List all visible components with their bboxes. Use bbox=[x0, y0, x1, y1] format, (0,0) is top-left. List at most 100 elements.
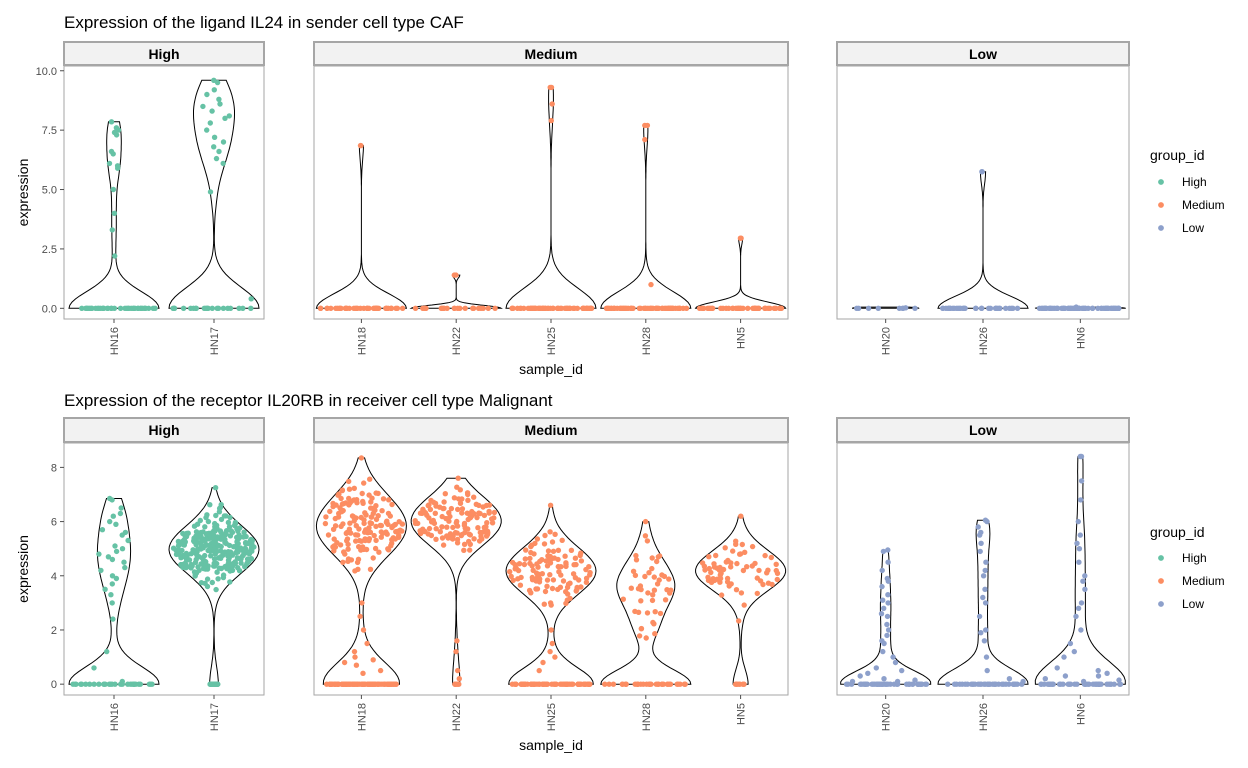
data-point bbox=[340, 501, 346, 507]
data-point bbox=[706, 565, 712, 572]
data-point bbox=[1074, 681, 1080, 687]
data-point bbox=[117, 510, 124, 517]
data-point bbox=[620, 596, 626, 602]
data-point bbox=[1104, 670, 1110, 676]
data-point bbox=[645, 590, 651, 596]
data-point bbox=[1042, 676, 1049, 682]
x-tick-label: HN6 bbox=[1075, 703, 1087, 725]
data-point bbox=[683, 305, 690, 311]
data-point bbox=[1075, 605, 1082, 611]
data-point bbox=[1095, 673, 1102, 679]
data-point bbox=[531, 305, 537, 311]
data-point bbox=[204, 576, 211, 582]
data-point bbox=[999, 681, 1005, 687]
data-point bbox=[234, 526, 240, 532]
data-point bbox=[322, 520, 329, 527]
data-point bbox=[444, 533, 450, 539]
data-point bbox=[337, 542, 344, 548]
data-point bbox=[383, 305, 389, 311]
data-point bbox=[109, 581, 116, 587]
data-point bbox=[345, 546, 351, 552]
data-point bbox=[359, 600, 365, 606]
data-point bbox=[738, 235, 744, 241]
data-point bbox=[477, 510, 483, 517]
data-point bbox=[1010, 681, 1017, 687]
data-point bbox=[479, 536, 485, 542]
data-point bbox=[361, 681, 368, 687]
chart-title: Expression of the receptor IL20RB in rec… bbox=[64, 391, 553, 410]
data-point bbox=[740, 567, 747, 574]
data-point bbox=[1038, 681, 1045, 687]
data-point bbox=[993, 305, 999, 311]
data-point bbox=[215, 555, 222, 561]
legend-label-medium: Medium bbox=[1182, 574, 1225, 588]
data-point bbox=[209, 108, 215, 114]
data-point bbox=[109, 227, 116, 233]
data-point bbox=[217, 101, 223, 107]
data-point bbox=[175, 547, 182, 553]
data-point bbox=[353, 523, 359, 529]
data-point bbox=[647, 305, 653, 311]
data-point bbox=[458, 532, 464, 539]
violin-HN17: HN17 bbox=[168, 485, 260, 731]
data-point bbox=[733, 541, 739, 547]
data-point bbox=[117, 305, 124, 311]
data-point bbox=[1054, 665, 1060, 671]
violin-HN26: HN26 bbox=[937, 517, 1029, 731]
x-tick-label: HN25 bbox=[546, 703, 558, 731]
data-point bbox=[977, 548, 983, 555]
data-point bbox=[733, 587, 740, 593]
data-point bbox=[1062, 673, 1069, 679]
data-point bbox=[611, 305, 617, 311]
data-point bbox=[216, 96, 222, 103]
legend-label-medium: Medium bbox=[1182, 198, 1225, 212]
data-point bbox=[982, 586, 988, 592]
data-point bbox=[360, 544, 366, 550]
data-point bbox=[441, 499, 447, 505]
data-point bbox=[560, 578, 567, 584]
data-point bbox=[192, 559, 199, 566]
y-tick-label: 2.5 bbox=[42, 244, 57, 256]
data-point bbox=[738, 590, 745, 596]
data-point bbox=[364, 640, 370, 647]
data-point bbox=[358, 455, 365, 461]
data-point bbox=[223, 513, 229, 519]
data-point bbox=[1050, 305, 1056, 311]
legend-key-medium bbox=[1158, 578, 1164, 584]
x-tick-label: HN28 bbox=[641, 703, 653, 731]
data-point bbox=[912, 305, 918, 311]
violin-HN17: HN17 bbox=[168, 77, 260, 355]
data-point bbox=[643, 635, 649, 641]
data-point bbox=[83, 681, 89, 687]
data-point bbox=[523, 547, 529, 553]
legend-key-high bbox=[1158, 179, 1164, 185]
data-point bbox=[489, 520, 496, 526]
facet-strip bbox=[313, 417, 789, 443]
data-point bbox=[756, 305, 762, 311]
data-point bbox=[544, 583, 550, 589]
data-point bbox=[461, 547, 467, 553]
data-point bbox=[360, 627, 367, 633]
data-point bbox=[465, 497, 471, 503]
data-point bbox=[980, 594, 986, 601]
data-point bbox=[973, 305, 979, 311]
data-point bbox=[1082, 586, 1088, 592]
violin-HN26: HN26 bbox=[937, 169, 1029, 355]
legend-title: group_id bbox=[1150, 524, 1205, 540]
data-point bbox=[512, 562, 518, 568]
data-point bbox=[540, 659, 546, 666]
data-point bbox=[226, 555, 232, 561]
data-point bbox=[513, 681, 519, 687]
violin-HN6: HN6 bbox=[1034, 304, 1126, 349]
data-point bbox=[1075, 518, 1082, 525]
data-point bbox=[575, 681, 581, 687]
data-point bbox=[106, 160, 113, 167]
data-point bbox=[388, 305, 394, 311]
data-point bbox=[563, 560, 569, 566]
data-point bbox=[227, 305, 234, 311]
data-point bbox=[121, 559, 127, 565]
data-point bbox=[440, 505, 446, 512]
data-point bbox=[220, 305, 227, 311]
data-point bbox=[368, 514, 374, 520]
data-point bbox=[220, 139, 227, 145]
